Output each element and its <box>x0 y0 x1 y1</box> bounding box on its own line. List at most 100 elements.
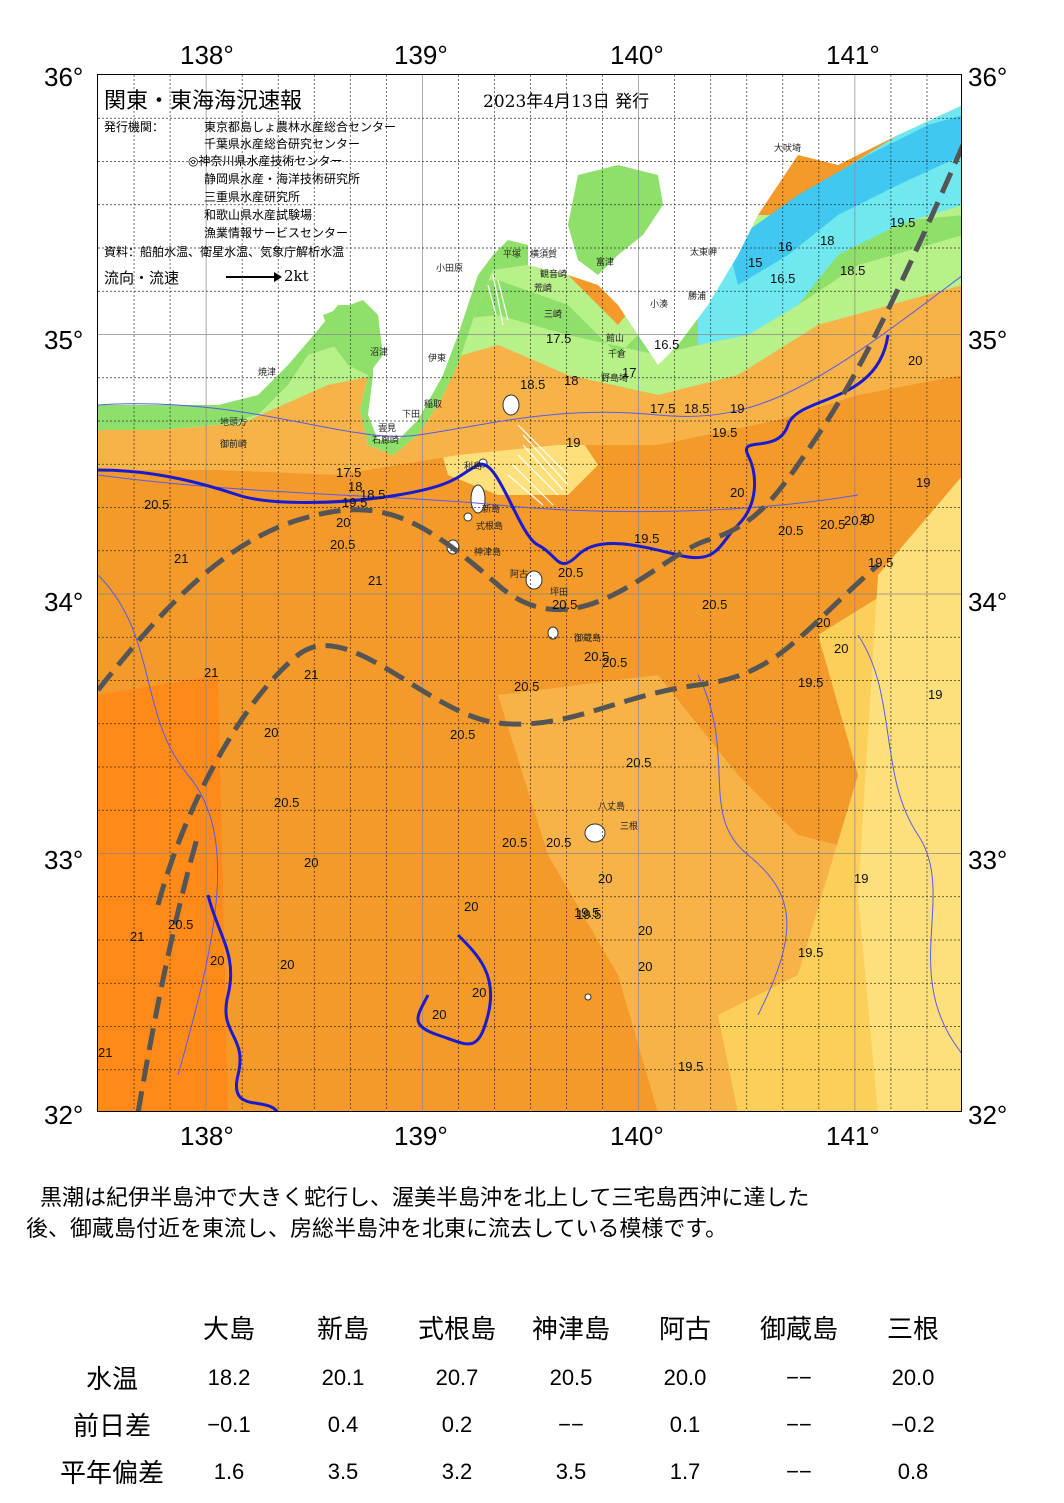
contour-label: 19.5 <box>634 531 660 546</box>
place-label: 小湊 <box>650 300 669 310</box>
contour-label: 20 <box>834 641 849 656</box>
table-cell: 1.6 <box>213 1458 245 1484</box>
contour-label: 21 <box>98 1045 113 1060</box>
contour-label: 20.5 <box>702 597 728 612</box>
station-header: 大島 <box>202 1314 255 1345</box>
issue-date: 2023年4月13日 発行 <box>483 92 650 112</box>
data-sources: 資料：船舶水温、衛星水温、気象庁解析水温 <box>104 245 345 259</box>
island-aogashima <box>584 993 592 1001</box>
contour-label: 20.5 <box>602 655 628 670</box>
table-cell: 18.2 <box>207 1364 251 1390</box>
contour-label: 16.5 <box>654 337 680 352</box>
contour-label: 18 <box>820 233 835 248</box>
contour-label: 20.5 <box>626 755 652 770</box>
station-observation-table: 大島 新島 式根島 神津島 阿古 御蔵島 三根 水温 18.2 20.1 20.… <box>52 1300 970 1495</box>
isotherm-20c-sw <box>206 894 279 1111</box>
contour-label: 20.5 <box>330 537 356 552</box>
contour-label: 20 <box>280 957 295 972</box>
table-cell: −− <box>786 1458 812 1484</box>
contour-label: 21 <box>204 665 219 680</box>
issuer-5: 和歌山県水産試験場 <box>204 208 313 222</box>
isotherm-thin-3 <box>857 634 961 1054</box>
contour-label: 18.5 <box>360 487 386 502</box>
place-label: 三崎 <box>544 310 563 320</box>
lat-label-right-35: 35° <box>968 325 1008 355</box>
contour-label: 18 <box>564 373 579 388</box>
land-izu-green <box>323 300 383 375</box>
contour-label: 20.5 <box>274 795 300 810</box>
issuer-4: 三重県水産研究所 <box>204 190 301 204</box>
lon-label-bottom-138: 138° <box>180 1121 234 1151</box>
contour-label: 20.5 <box>584 649 610 664</box>
flow-scale-arrow-icon <box>226 272 282 282</box>
contour-label: 19.5 <box>342 495 368 510</box>
issuers-label: 発行機関： <box>104 120 165 134</box>
contour-label: 20.5 <box>552 597 578 612</box>
contour-label: 19 <box>854 871 869 886</box>
table-row: 前日差 −0.1 0.4 0.2 −− 0.1 −− −0.2 <box>52 1401 970 1448</box>
place-label: 新島 <box>482 505 501 515</box>
station-header: 神津島 <box>531 1314 610 1345</box>
lat-label-left-36: 36° <box>44 62 84 92</box>
place-label: 観音崎 <box>540 270 568 280</box>
station-header: 阿古 <box>658 1314 711 1345</box>
table-cell: 20.7 <box>435 1364 479 1390</box>
place-label: 館山 <box>606 334 625 344</box>
place-label: 下田 <box>402 410 421 420</box>
lat-label-right-32: 32° <box>968 1100 1008 1130</box>
issuer-1: 千葉県水産総合研究センター <box>204 137 361 151</box>
contour-label: 15 <box>748 255 763 270</box>
contour-label: 20 <box>816 615 831 630</box>
coast-green-fringe <box>98 240 528 455</box>
place-label: 神津島 <box>474 548 502 558</box>
place-label: 千倉 <box>608 350 627 360</box>
table-cell: −− <box>786 1364 812 1390</box>
sea-temperature-map: 関東・東海海況速報 2023年4月13日 発行 発行機関： 東京都島しょ農林水産… <box>97 74 962 1112</box>
contour-label: 20 <box>264 725 279 740</box>
kuroshio-axis-offshore <box>155 563 880 906</box>
contour-label: 20 <box>472 985 487 1000</box>
contour-label: 18.5 <box>684 401 710 416</box>
contour-label: 20.5 <box>144 497 170 512</box>
contour-label: 19 <box>566 435 581 450</box>
kuroshio-axis-southwest <box>135 834 201 1111</box>
contour-label: 20.5 <box>168 917 194 932</box>
table-cell: 0.2 <box>441 1411 473 1437</box>
row-label: 平年偏差 <box>59 1459 164 1489</box>
map-title: 関東・東海海況速報 <box>104 89 303 114</box>
contour-label: 21 <box>304 667 319 682</box>
sea-coastal-green <box>98 215 961 395</box>
contour-label: 18 <box>348 479 363 494</box>
place-label: 沼津 <box>370 348 389 358</box>
contour-label: 21 <box>174 551 189 566</box>
contour-label: 20 <box>336 515 351 530</box>
issuer-3: 静岡県水産・海洋技術研究所 <box>204 172 361 186</box>
contour-label: 20 <box>908 353 923 368</box>
thin-isotherms <box>98 275 961 1076</box>
issuer-0: 東京都島しょ農林水産総合センター <box>204 120 397 134</box>
station-header: 式根島 <box>417 1314 496 1345</box>
contour-label: 21 <box>368 573 383 588</box>
contour-label: 20.5 <box>820 517 846 532</box>
kuroshio-axis <box>98 144 961 1111</box>
place-label: 横須賀 <box>530 250 558 260</box>
lat-label-right-34: 34° <box>968 587 1008 617</box>
flow-scale-value: 2kt <box>284 267 309 285</box>
table-cell: 3.2 <box>441 1458 473 1484</box>
place-label: 富津 <box>596 258 615 268</box>
isotherm-20c-loop <box>416 933 493 1046</box>
issuer-6: 漁業情報サービスセンター <box>204 226 349 240</box>
isotherm-thin-2 <box>98 474 859 513</box>
place-label: 地頭方 <box>220 418 248 428</box>
table-cell: 20.0 <box>663 1364 707 1390</box>
place-label: 八丈島 <box>598 802 626 812</box>
sea-cold-blue <box>728 115 961 285</box>
contour-label: 20 <box>638 923 653 938</box>
contour-label: 20 <box>210 953 225 968</box>
island-shikinejima <box>463 512 473 522</box>
island-oshima <box>502 394 520 416</box>
place-label: 御蔵島 <box>574 634 602 644</box>
contour-label: 20.5 <box>558 565 584 580</box>
place-label: 荒崎 <box>534 284 553 294</box>
sea-mid-coastal <box>98 285 961 475</box>
